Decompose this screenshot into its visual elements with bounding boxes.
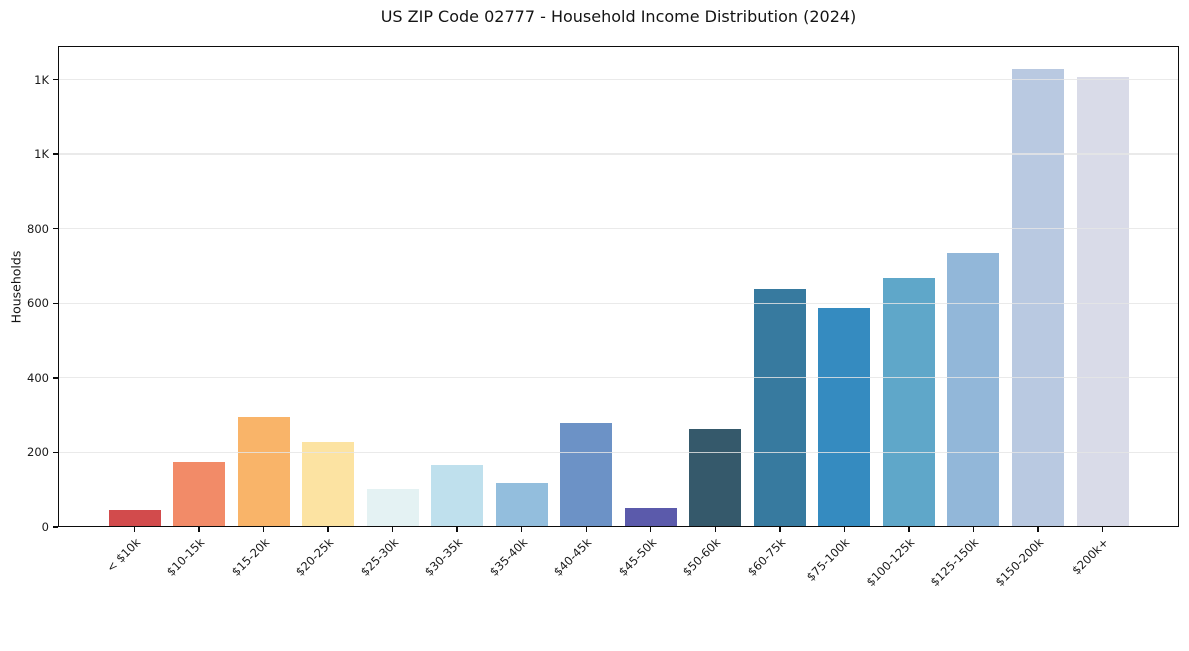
gridline <box>58 228 1179 230</box>
x-tick-label: $100-125k <box>863 535 918 590</box>
x-tick-label: $50-60k <box>680 535 724 579</box>
x-tick-mark <box>456 527 458 532</box>
x-tick-mark <box>521 527 523 532</box>
bar-$35-40k <box>495 483 548 527</box>
y-tick-mark <box>53 228 58 230</box>
bar-$60-75k <box>753 289 806 527</box>
x-tick-label: $60-75k <box>744 535 789 579</box>
x-tick-label: $200k+ <box>1068 535 1111 578</box>
y-tick-mark <box>53 377 58 379</box>
x-tick-mark <box>908 527 910 532</box>
x-tick-label: $40-45k <box>550 535 595 579</box>
bar-$30-35k <box>431 465 484 527</box>
x-tick-label: $30-35k <box>421 535 466 579</box>
x-tick-mark <box>1101 527 1104 532</box>
y-tick-label: 600 <box>27 296 49 311</box>
bar-$15-20k <box>237 416 290 527</box>
x-tick-label: $25-30k <box>357 535 401 579</box>
x-tick-label: $35-40k <box>486 535 530 579</box>
x-tick-mark <box>198 527 200 532</box>
bar-< $10k <box>108 510 161 527</box>
x-tick-label: $15-20k <box>228 535 272 579</box>
y-tick-mark <box>53 78 58 81</box>
bar-$125-150k <box>947 252 1000 527</box>
bar-$50-60k <box>689 428 742 527</box>
y-tick-label: 400 <box>27 370 49 385</box>
x-tick-label: $125-150k <box>927 535 982 590</box>
y-tick-mark <box>53 451 58 454</box>
bar-$25-30k <box>366 488 419 527</box>
y-tick-mark <box>53 302 58 304</box>
x-tick-mark <box>650 527 652 532</box>
gridline <box>58 302 1179 304</box>
bar-$20-25k <box>302 441 355 527</box>
x-tick-mark <box>843 527 846 532</box>
x-tick-label: $45-50k <box>615 535 659 579</box>
bar-$150-200k <box>1011 69 1064 527</box>
bar-$10-15k <box>173 461 226 527</box>
gridline <box>58 377 1179 379</box>
bar-$75-100k <box>818 308 871 527</box>
gridline <box>58 153 1179 155</box>
x-tick-mark <box>327 527 329 532</box>
gridline <box>58 78 1179 81</box>
y-tick-mark <box>53 526 58 528</box>
y-tick-label: 1K <box>34 72 49 87</box>
x-tick-label: < $10k <box>103 535 143 575</box>
x-tick-mark <box>1037 527 1039 532</box>
y-tick-label: 800 <box>27 221 49 236</box>
x-tick-label: $10-15k <box>163 535 208 579</box>
bar-$45-50k <box>624 508 677 527</box>
gridline <box>58 451 1179 454</box>
bar-$100-125k <box>882 277 935 527</box>
x-tick-label: $75-100k <box>803 535 853 584</box>
x-tick-mark <box>972 527 975 532</box>
bar-$40-45k <box>560 422 613 527</box>
plot-area-frame <box>58 46 1179 527</box>
x-tick-mark <box>262 527 265 532</box>
y-tick-label: 200 <box>27 445 49 460</box>
x-tick-mark <box>585 527 587 532</box>
y-axis-label: Households <box>8 250 24 324</box>
bar-chart-figure: US ZIP Code 02777 - Household Income Dis… <box>8 7 1179 590</box>
x-tick-mark <box>714 527 716 532</box>
y-tick-label: 1K <box>34 147 49 162</box>
chart-title: US ZIP Code 02777 - Household Income Dis… <box>380 7 857 26</box>
x-tick-label: $20-25k <box>292 535 337 579</box>
x-tick-mark <box>133 527 136 532</box>
x-tick-mark <box>779 527 781 532</box>
x-tick-label: $150-200k <box>992 535 1047 590</box>
y-tick-label: 0 <box>41 520 49 534</box>
x-tick-mark <box>391 527 394 532</box>
y-tick-mark <box>53 153 58 155</box>
